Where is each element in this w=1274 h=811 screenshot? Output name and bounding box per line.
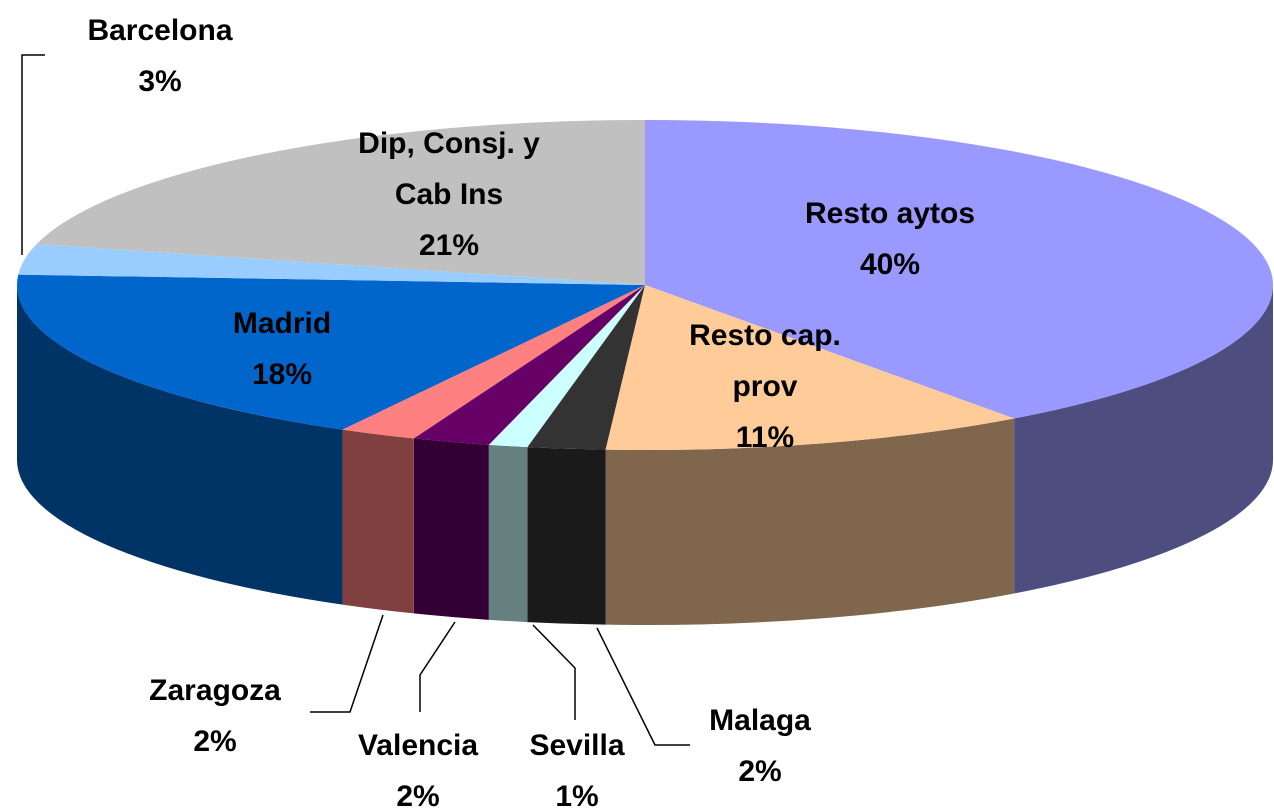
value-label: 40% bbox=[859, 248, 921, 281]
category-label: Barcelona bbox=[87, 14, 233, 47]
slice bbox=[36, 120, 645, 285]
slice bbox=[527, 285, 645, 450]
leader-line bbox=[310, 614, 384, 713]
slice bbox=[413, 285, 645, 445]
value-label: 1% bbox=[555, 780, 599, 811]
category-label: Malaga bbox=[709, 704, 811, 737]
category-label: Dip, Consj. y Cab Ins bbox=[358, 127, 540, 211]
slice-label: Madrid 18% bbox=[182, 298, 382, 400]
value-label: 2% bbox=[193, 725, 237, 758]
category-label: Madrid bbox=[232, 307, 332, 340]
slice-label: Barcelona 3% bbox=[50, 5, 270, 107]
value-label: 11% bbox=[735, 421, 795, 454]
slice-label: Sevilla 1% bbox=[497, 720, 657, 811]
value-label: 2% bbox=[396, 780, 440, 811]
category-label: Valencia bbox=[357, 729, 479, 762]
value-label: 21% bbox=[418, 229, 480, 262]
value-label: 2% bbox=[738, 755, 782, 788]
leader-line bbox=[419, 621, 456, 712]
slice bbox=[18, 243, 646, 285]
slice-label: Resto cap. prov 11% bbox=[655, 310, 875, 463]
slice bbox=[17, 274, 646, 430]
slice-side bbox=[17, 285, 343, 605]
slice-label: Valencia 2% bbox=[318, 720, 518, 811]
slice bbox=[342, 285, 645, 439]
leader-line bbox=[596, 627, 690, 746]
slice-side bbox=[527, 447, 606, 625]
leader-line bbox=[21, 54, 45, 255]
category-label: Resto aytos bbox=[804, 197, 976, 230]
slice-side bbox=[1014, 285, 1273, 594]
slice-label: Zaragoza 2% bbox=[115, 665, 315, 767]
category-label: Sevilla bbox=[529, 729, 625, 762]
slice bbox=[605, 285, 1015, 451]
slice-side bbox=[605, 418, 1015, 625]
slice-side bbox=[488, 444, 528, 623]
slice-label: Dip, Consj. y Cab Ins 21% bbox=[329, 118, 569, 271]
category-label: Resto cap. prov bbox=[689, 319, 841, 403]
slice-side bbox=[342, 429, 414, 614]
value-label: 3% bbox=[138, 65, 182, 98]
leader-line bbox=[532, 624, 576, 720]
slice-label: Malaga 2% bbox=[660, 695, 860, 797]
slice bbox=[488, 285, 645, 448]
category-label: Zaragoza bbox=[149, 674, 281, 707]
slice-side bbox=[413, 438, 489, 620]
slice bbox=[645, 120, 1273, 419]
value-label: 18% bbox=[251, 358, 313, 391]
slice-label: Resto aytos 40% bbox=[740, 188, 1040, 290]
